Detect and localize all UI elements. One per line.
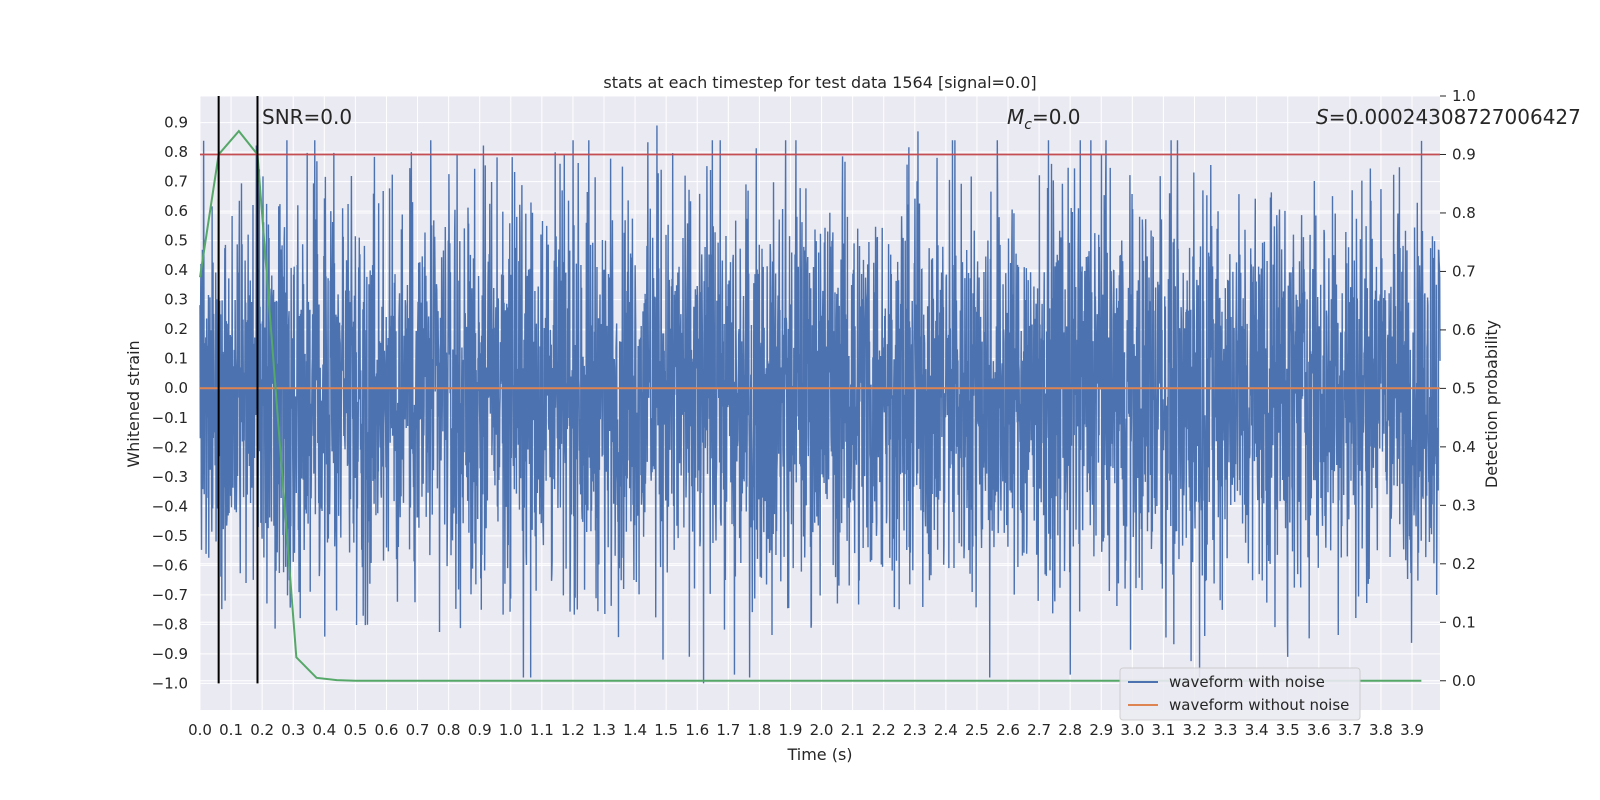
x-tick-label-10: 1.0	[499, 721, 523, 739]
x-tick-label-15: 1.5	[654, 721, 678, 739]
legend-box	[1119, 667, 1361, 721]
y-tick-label-2: 0.7	[164, 173, 188, 191]
y-tick-label-11: −0.2	[152, 438, 188, 456]
y-tick-label-12: −0.3	[152, 468, 188, 486]
x-tick-label-33: 3.3	[1214, 721, 1238, 739]
y2-tick-label-5: 0.5	[1452, 379, 1476, 397]
y-tick-label-14: −0.5	[152, 527, 188, 545]
y2-tick-label-4: 0.4	[1452, 438, 1476, 456]
y2-tick-label-8: 0.8	[1452, 204, 1476, 222]
y2-tick-label-10: 1.0	[1452, 87, 1476, 105]
y-tick-label-10: −0.1	[152, 409, 188, 427]
y-tick-label-4: 0.5	[164, 232, 188, 250]
x-tick-label-27: 2.7	[1027, 721, 1051, 739]
y-tick-label-17: −0.8	[152, 615, 188, 633]
y-axis-label: Whitened strain	[124, 340, 143, 467]
x-tick-label-17: 1.7	[716, 721, 740, 739]
y2-tick-label-7: 0.7	[1452, 262, 1476, 280]
x-tick-label-11: 1.1	[530, 721, 554, 739]
snr-statistic-annotation: S=0.00024308727006427	[1316, 105, 1581, 129]
y-tick-label-5: 0.4	[164, 261, 188, 279]
y2-tick-label-0: 0.0	[1452, 672, 1476, 690]
x-tick-label-29: 2.9	[1089, 721, 1113, 739]
x-tick-label-36: 3.6	[1307, 721, 1331, 739]
x-tick-label-8: 0.8	[437, 721, 461, 739]
y-tick-label-9: 0.0	[164, 379, 188, 397]
x-tick-label-30: 3.0	[1120, 721, 1144, 739]
snr-statistic-symbol: S	[1316, 105, 1329, 129]
x-tick-label-31: 3.1	[1151, 721, 1175, 739]
chart-title: stats at each timestep for test data 156…	[603, 73, 1036, 92]
y-tick-label-13: −0.4	[152, 497, 188, 515]
y-tick-label-16: −0.7	[152, 586, 188, 604]
chirp-mass-subscript: c	[1024, 117, 1032, 133]
chirp-mass-symbol: M	[1007, 105, 1024, 129]
chirp-mass-annotation: Mc=0.0	[1007, 105, 1081, 133]
x-tick-label-34: 3.4	[1245, 721, 1269, 739]
y2-tick-label-6: 0.6	[1452, 321, 1476, 339]
series-waveform-with-noise	[199, 125, 1441, 684]
x-tick-label-5: 0.5	[343, 721, 367, 739]
snr-statistic-value: =0.00024308727006427	[1329, 105, 1581, 129]
chirp-mass-value: =0.0	[1032, 105, 1081, 129]
x-tick-label-20: 2.0	[810, 721, 834, 739]
y-tick-label-18: −0.9	[152, 645, 188, 663]
legend-label-clean: waveform without noise	[1169, 696, 1349, 714]
y-tick-label-15: −0.6	[152, 556, 188, 574]
series-detection-probability	[199, 129, 1422, 682]
x-tick-label-18: 1.8	[747, 721, 771, 739]
y2-tick-labels: 0.0 0.1 0.2 0.3 0.4 0.5 0.6 0.7 0.8 0.9 1.0	[1440, 87, 1476, 690]
y2-axis-label: Detection probability	[1482, 320, 1501, 488]
x-tick-label-32: 3.2	[1183, 721, 1207, 739]
x-tick-label-23: 2.3	[903, 721, 927, 739]
legend: waveform with noise waveform without noi…	[1119, 667, 1361, 721]
x-tick-label-39: 3.9	[1400, 721, 1424, 739]
y2-tick-label-3: 0.3	[1452, 496, 1476, 514]
y-tick-label-1: 0.8	[164, 143, 188, 161]
x-tick-label-37: 3.7	[1338, 721, 1362, 739]
y-tick-labels: 0.9 0.8 0.7 0.6 0.5 0.4 0.3 0.2 0.1 0.0 −0.1 −0.2 −0…	[152, 114, 188, 693]
x-tick-label-14: 1.4	[623, 721, 647, 739]
y-tick-label-8: 0.1	[164, 350, 188, 368]
x-tick-label-28: 2.8	[1058, 721, 1082, 739]
x-axis-label: Time (s)	[786, 745, 852, 764]
x-tick-label-25: 2.5	[965, 721, 989, 739]
y2-tick-label-2: 0.2	[1452, 555, 1476, 573]
x-tick-label-19: 1.9	[779, 721, 803, 739]
x-tick-label-35: 3.5	[1276, 721, 1300, 739]
x-tick-label-1: 0.1	[219, 721, 243, 739]
x-tick-label-0: 0.0	[188, 721, 212, 739]
x-tick-label-26: 2.6	[996, 721, 1020, 739]
x-tick-label-9: 0.9	[468, 721, 492, 739]
y2-tick-label-1: 0.1	[1452, 613, 1476, 631]
snr-annotation: SNR=0.0	[262, 105, 352, 129]
x-tick-label-12: 1.2	[561, 721, 585, 739]
vertical-markers	[217, 96, 259, 684]
noise-line	[199, 125, 1441, 684]
y-tick-label-7: 0.2	[164, 320, 188, 338]
x-tick-labels: 0.0 0.1 0.2 0.3 0.4 0.5 0.6 0.7 0.8 0.9 1.0 1.1 1.2 1…	[188, 721, 1424, 739]
y-tick-label-3: 0.6	[164, 202, 188, 220]
legend-label-noise: waveform with noise	[1169, 673, 1325, 691]
probability-line	[199, 129, 1422, 682]
x-tick-label-21: 2.1	[841, 721, 865, 739]
y-tick-label-0: 0.9	[164, 114, 188, 132]
x-tick-label-7: 0.7	[406, 721, 430, 739]
x-tick-label-4: 0.4	[312, 721, 336, 739]
x-tick-label-6: 0.6	[375, 721, 399, 739]
x-tick-label-38: 3.8	[1369, 721, 1393, 739]
x-tick-label-13: 1.3	[592, 721, 616, 739]
y-tick-label-6: 0.3	[164, 291, 188, 309]
x-tick-label-16: 1.6	[685, 721, 709, 739]
x-tick-label-3: 0.3	[281, 721, 305, 739]
x-tick-label-22: 2.2	[872, 721, 896, 739]
x-tick-label-24: 2.4	[934, 721, 958, 739]
x-tick-label-2: 0.2	[250, 721, 274, 739]
y-tick-label-19: −1.0	[152, 674, 188, 692]
y2-tick-label-9: 0.9	[1452, 145, 1476, 163]
